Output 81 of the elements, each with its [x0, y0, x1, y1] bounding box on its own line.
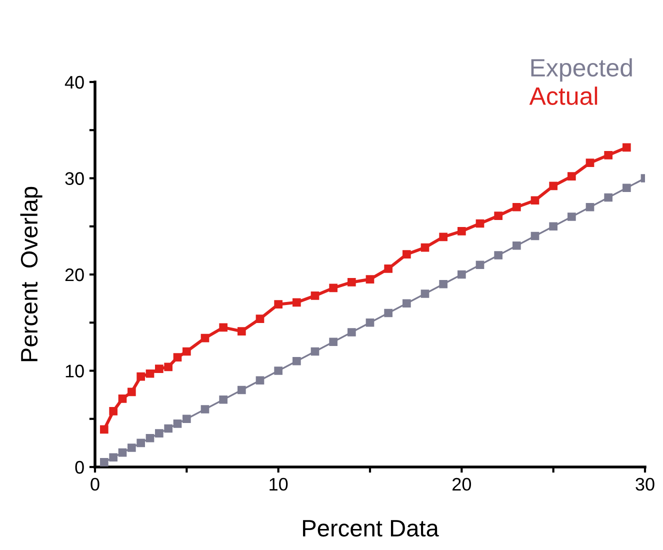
point — [439, 232, 448, 242]
point — [568, 172, 576, 180]
point — [329, 338, 338, 346]
point — [329, 284, 338, 292]
y-tick-label: 20 — [65, 268, 84, 282]
point — [136, 372, 145, 381]
y-axis-title: Percent Overlap — [20, 186, 42, 362]
point — [136, 438, 145, 448]
point — [274, 366, 282, 375]
point — [182, 347, 191, 356]
text: Expected — [531, 58, 632, 82]
point — [494, 212, 502, 220]
point — [164, 362, 172, 372]
point — [348, 278, 356, 286]
point — [549, 182, 558, 190]
point — [128, 388, 136, 396]
point — [118, 394, 127, 403]
x-tick-label: 10 — [270, 478, 288, 491]
point — [182, 414, 191, 424]
point — [549, 222, 558, 231]
point — [100, 425, 108, 434]
point — [512, 202, 521, 212]
point — [173, 353, 182, 362]
point — [622, 184, 631, 192]
point — [586, 158, 594, 168]
point — [439, 280, 448, 288]
point — [458, 270, 466, 279]
point — [402, 250, 411, 258]
point — [200, 334, 210, 342]
point — [155, 429, 164, 438]
x-tick-label: 30 — [636, 478, 654, 491]
point — [384, 308, 392, 318]
x-tick-label: 0 — [90, 478, 100, 491]
y-tick-label: 10 — [66, 364, 84, 378]
point — [586, 202, 594, 212]
point — [494, 251, 502, 260]
point — [310, 292, 320, 300]
point — [622, 143, 631, 152]
point — [366, 318, 374, 327]
point — [109, 453, 118, 462]
x-tick-label: 20 — [452, 478, 472, 491]
point — [274, 300, 282, 309]
point — [512, 241, 521, 250]
point — [173, 420, 182, 428]
point — [238, 327, 246, 336]
point — [402, 299, 411, 308]
point — [200, 405, 210, 414]
point — [604, 193, 612, 202]
point — [155, 364, 164, 373]
y-tick-label: 40 — [64, 76, 84, 89]
point — [348, 328, 356, 336]
point — [604, 150, 612, 160]
point — [256, 314, 264, 323]
point — [164, 424, 172, 433]
point — [219, 323, 228, 332]
point — [109, 407, 118, 416]
point — [310, 347, 320, 356]
series-label: Actual — [529, 86, 598, 105]
point — [128, 444, 136, 452]
point — [238, 386, 246, 394]
point — [476, 260, 484, 270]
point — [219, 395, 228, 404]
point — [256, 376, 264, 385]
point — [100, 458, 108, 466]
point — [292, 356, 301, 366]
point — [146, 434, 154, 442]
y-tick-label: 30 — [65, 172, 84, 185]
point — [366, 275, 374, 284]
point — [458, 227, 466, 236]
point — [146, 369, 154, 378]
point — [118, 448, 127, 457]
point — [530, 196, 540, 205]
point — [476, 219, 484, 228]
y-tick-label: 0 — [75, 460, 84, 474]
point — [420, 243, 430, 252]
point — [384, 264, 392, 273]
point — [530, 232, 540, 240]
point — [420, 290, 430, 298]
point — [292, 298, 301, 307]
x-axis-title: Percent Data — [303, 520, 439, 537]
point — [568, 212, 576, 221]
